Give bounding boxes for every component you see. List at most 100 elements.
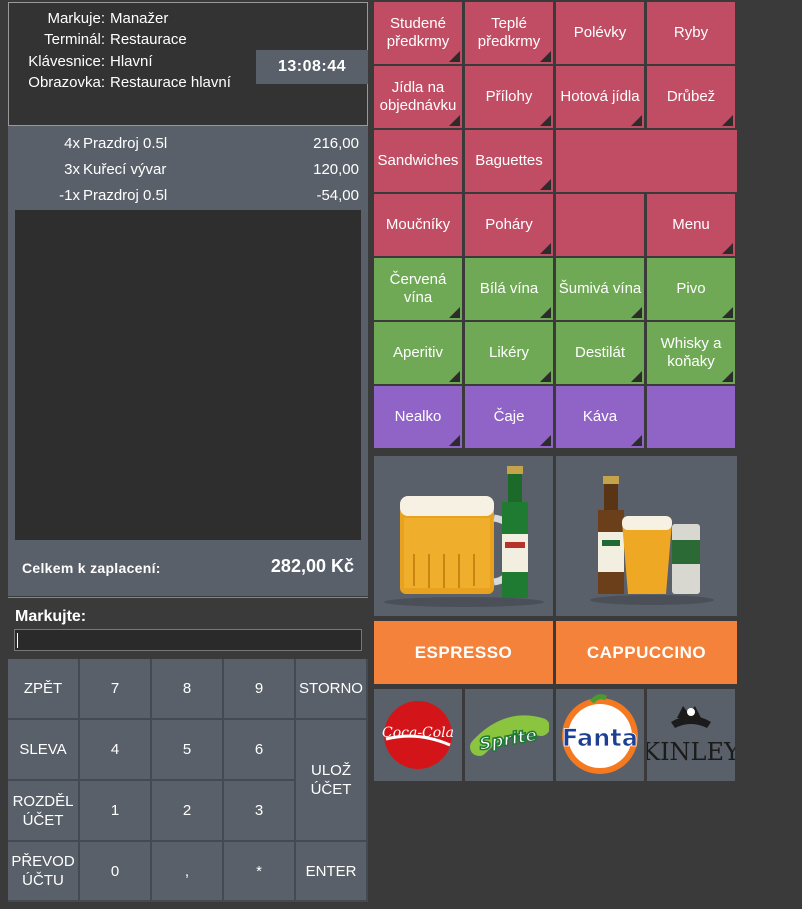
transfer-bill-button[interactable]: PŘEVOD ÚČTU (8, 842, 80, 902)
corner-fold-icon (449, 371, 460, 382)
category-soft-drinks[interactable]: Nealko (374, 386, 464, 450)
cappuccino-button[interactable]: CAPPUCCINO (556, 621, 737, 684)
key-3[interactable]: 3 (224, 781, 296, 842)
category-soups[interactable]: Polévky (556, 2, 646, 66)
order-panel: 4x Prazdroj 0.5l 216,00 3x Kuřecí vývar … (8, 126, 368, 596)
key-multiply[interactable]: * (224, 842, 296, 902)
order-line[interactable]: -1x Prazdroj 0.5l -54,00 (8, 183, 368, 209)
category-baguettes[interactable]: Baguettes (465, 130, 555, 194)
corner-fold-icon (540, 435, 551, 446)
corner-fold-icon (449, 115, 460, 126)
tile-label-line: Jídla na (391, 79, 445, 96)
order-list-empty-area[interactable] (15, 210, 361, 540)
key-5[interactable]: 5 (152, 720, 224, 781)
discount-button[interactable]: SLEVA (8, 720, 80, 781)
key-1[interactable]: 1 (80, 781, 152, 842)
category-made-to-order[interactable]: Jídla na objednávku (374, 66, 464, 130)
espresso-button[interactable]: ESPRESSO (374, 621, 555, 684)
key-6[interactable]: 6 (224, 720, 296, 781)
key-9[interactable]: 9 (224, 659, 296, 720)
category-beer[interactable]: Pivo (647, 258, 737, 322)
category-liqueurs[interactable]: Likéry (465, 322, 555, 386)
category-hot-starters[interactable]: Teplé předkrmy (465, 2, 555, 66)
category-desserts[interactable]: Moučníky (374, 194, 464, 258)
tile-label: Drůbež (666, 88, 716, 105)
key-label: 1 (110, 802, 120, 819)
key-8[interactable]: 8 (152, 659, 224, 720)
product-beer-bottled[interactable] (556, 456, 737, 616)
tile-label: Destilát (574, 344, 626, 361)
key-comma[interactable]: , (152, 842, 224, 902)
key-4[interactable]: 4 (80, 720, 152, 781)
key-7[interactable]: 7 (80, 659, 152, 720)
corner-fold-icon (722, 243, 733, 254)
category-red-wines[interactable]: Červená vína (374, 258, 464, 322)
key-label: 7 (110, 680, 120, 697)
category-coffee[interactable]: Káva (556, 386, 646, 450)
category-white-wines[interactable]: Bílá vína (465, 258, 555, 322)
product-fanta[interactable]: Fanta (556, 689, 646, 781)
category-spirits[interactable]: Destilát (556, 322, 646, 386)
corner-fold-icon (631, 115, 642, 126)
category-sides[interactable]: Přílohy (465, 66, 555, 130)
tile-label: CAPPUCCINO (586, 642, 707, 662)
enter-button[interactable]: ENTER (296, 842, 368, 902)
corner-fold-icon (722, 307, 733, 318)
entry-input[interactable] (14, 629, 362, 651)
corner-fold-icon (540, 243, 551, 254)
category-fish[interactable]: Ryby (647, 2, 737, 66)
key-label-line: ÚČET (22, 811, 64, 829)
category-cold-starters[interactable]: Studené předkrmy (374, 2, 464, 66)
fanta-logo-icon: Fanta (562, 694, 638, 774)
key-label: 9 (254, 680, 264, 697)
split-bill-button[interactable]: ROZDĚL ÚČET (8, 781, 80, 842)
product-coca-cola[interactable]: Coca-Cola (374, 689, 464, 781)
category-whisky-cognac[interactable]: Whisky a koňaky (647, 322, 737, 386)
info-value: Restaurace (110, 31, 187, 48)
info-label: Markuje: (47, 10, 105, 27)
order-price: -54,00 (316, 187, 359, 204)
category-aperitif[interactable]: Aperitiv (374, 322, 464, 386)
coca-cola-logo-icon: Coca-Cola (382, 701, 454, 769)
svg-text:KINLEY: KINLEY (647, 738, 735, 766)
entry-label: Markujte: (15, 608, 87, 625)
key-label-line: ULOŽ (310, 762, 351, 779)
category-sparkling-wines[interactable]: Šumivá vína (556, 258, 646, 322)
key-label: ZPĚT (23, 680, 63, 697)
tile-label: Bílá vína (479, 280, 539, 297)
tile-label-line: předkrmy (477, 33, 541, 50)
tile-label: Poháry (485, 216, 533, 233)
category-teas[interactable]: Čaje (465, 386, 555, 450)
product-kinley[interactable]: KINLEY (647, 689, 737, 781)
info-label: Obrazovka: (28, 74, 105, 91)
info-value: Restaurace hlavní (110, 74, 231, 91)
key-label-line: PŘEVOD (11, 853, 75, 870)
corner-fold-icon (540, 51, 551, 62)
key-label-line: ROZDĚL (12, 792, 74, 810)
category-ready-meals[interactable]: Hotová jídla (556, 66, 646, 130)
key-0[interactable]: 0 (80, 842, 152, 902)
back-button[interactable]: ZPĚT (8, 659, 80, 720)
category-sundaes[interactable]: Poháry (465, 194, 555, 258)
tile-label: Aperitiv (392, 344, 444, 361)
category-menu[interactable]: Menu (647, 194, 737, 258)
order-item-name: Prazdroj 0.5l (83, 187, 168, 204)
storno-button[interactable]: STORNO (296, 659, 368, 720)
category-poultry[interactable]: Drůbež (647, 66, 737, 130)
product-beer-draft[interactable] (374, 456, 555, 616)
save-bill-button[interactable]: ULOŽ ÚČET (296, 720, 368, 842)
tile-label: Studené předkrmy (387, 15, 450, 51)
text-caret (17, 633, 18, 648)
category-sandwiches[interactable]: Sandwiches (374, 130, 464, 194)
key-2[interactable]: 2 (152, 781, 224, 842)
key-label: 3 (254, 802, 264, 819)
product-sprite[interactable]: Sprite (465, 689, 555, 781)
order-line[interactable]: 3x Kuřecí vývar 120,00 (8, 157, 368, 183)
order-line[interactable]: 4x Prazdroj 0.5l 216,00 (8, 131, 368, 157)
key-label-line: ÚČTU (22, 872, 64, 889)
corner-fold-icon (631, 435, 642, 446)
key-label: 4 (110, 741, 120, 758)
tile-label-line: Teplé (491, 15, 527, 32)
key-label: ROZDĚL ÚČET (13, 792, 74, 830)
tile-label: Jídla na objednávku (380, 79, 457, 115)
